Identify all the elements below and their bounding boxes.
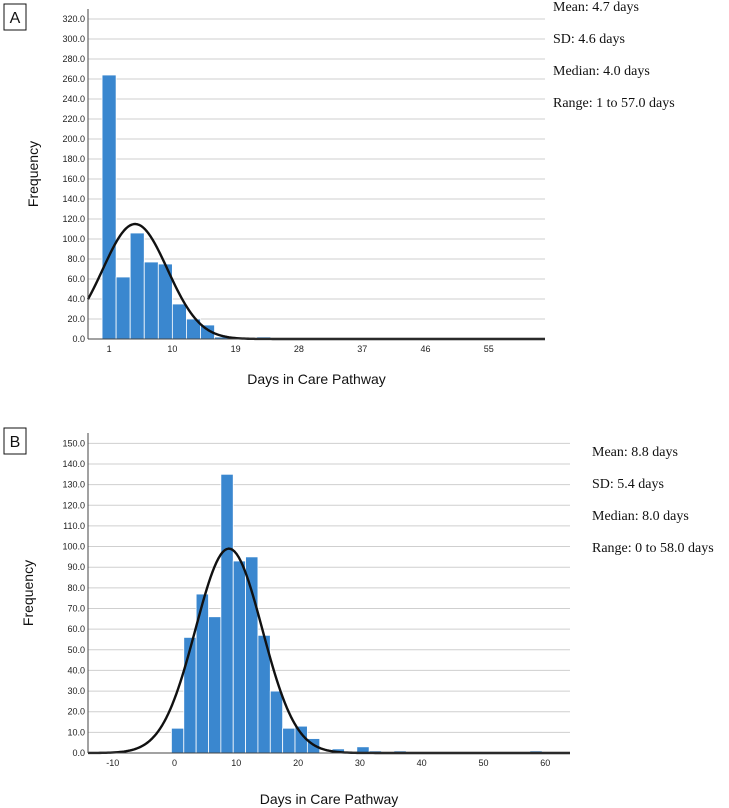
- panel-a-ytick-label: 0.0: [72, 334, 85, 344]
- panel-b-ytick-label: 10.0: [67, 727, 85, 737]
- panel-b-ytick-label: 50.0: [67, 645, 85, 655]
- panel-a-ytick-label: 280.0: [62, 54, 85, 64]
- panel-b-ytick-label: 150.0: [62, 438, 85, 448]
- panel-b-ytick-label: 140.0: [62, 459, 85, 469]
- panel-a-ytick-label: 240.0: [62, 94, 85, 104]
- panel-a-bar: [129, 232, 145, 340]
- panel-b-normal-curve: [87, 547, 570, 755]
- panel-a-ytick-label: 160.0: [62, 174, 85, 184]
- panel-b-xtick-label: -10: [106, 758, 119, 768]
- panel-b-y-axis-title: Frequency: [20, 560, 36, 626]
- panel-b-ytick-label: 70.0: [67, 603, 85, 613]
- panel-a-ytick-label: 140.0: [62, 194, 85, 204]
- panel-b-xtick-label: 20: [293, 758, 303, 768]
- panel-b-stat-sd: SD: 5.4 days: [592, 477, 664, 492]
- panel-b-ytick-label: 110.0: [63, 521, 85, 531]
- panel-b-stat-range: Range: 0 to 58.0 days: [592, 541, 714, 556]
- panel-b-ytick-label: 90.0: [67, 562, 85, 572]
- panel-a-ytick-label: 120.0: [62, 214, 85, 224]
- panel-a-stat-range: Range: 1 to 57.0 days: [553, 96, 675, 111]
- panel-b-ytick-label: 20.0: [67, 707, 85, 717]
- panel-a-ytick-label: 20.0: [67, 314, 85, 324]
- panel-b-bar: [282, 727, 296, 754]
- panel-a-x-axis-title: Days in Care Pathway: [247, 371, 386, 387]
- panel-a-bar: [143, 261, 159, 340]
- panel-b-ytick-label: 80.0: [67, 583, 85, 593]
- panel-a-ytick-label: 200.0: [62, 134, 85, 144]
- panel-a-xtick-label: 19: [231, 344, 241, 354]
- panel-b-xtick-label: 30: [355, 758, 365, 768]
- panel-a-bar: [101, 74, 117, 340]
- panel-b-ytick-label: 40.0: [67, 665, 85, 675]
- panel-a-xtick-label: 46: [420, 344, 430, 354]
- panel-b-bar: [183, 636, 197, 754]
- panel-a-label: A: [10, 10, 21, 27]
- panel-b-ytick-label: 60.0: [67, 624, 85, 634]
- panel-b-label: B: [10, 434, 21, 451]
- panel-b-xtick-label: 50: [478, 758, 488, 768]
- panel-a-xtick-label: 28: [294, 344, 304, 354]
- panel-b-bar: [232, 560, 246, 754]
- panel-a-label-box: [3, 3, 27, 31]
- panel-a-stat-sd: SD: 4.6 days: [553, 32, 625, 47]
- panel-b-ytick-label: 0.0: [72, 748, 85, 758]
- panel-b-bar: [171, 727, 185, 754]
- panel-b-ytick-label: 130.0: [62, 480, 85, 490]
- panel-a-ytick-label: 220.0: [62, 114, 85, 124]
- panel-a-ytick-label: 60.0: [67, 274, 85, 284]
- panel-b-stat-median: Median: 8.0 days: [592, 509, 689, 524]
- panel-a-ytick-label: 180.0: [62, 154, 85, 164]
- panel-b-ytick-label: 30.0: [67, 686, 85, 696]
- panel-a-ytick-label: 40.0: [67, 294, 85, 304]
- panel-b-xtick-label: 0: [172, 758, 177, 768]
- panel-b-bar: [245, 556, 259, 754]
- panel-a-stat-median: Median: 4.0 days: [553, 64, 650, 79]
- panel-a-xtick-label: 1: [107, 344, 112, 354]
- panel-b-bar: [220, 473, 234, 754]
- panel-a-stat-mean: Mean: 4.7 days: [553, 0, 639, 15]
- panel-a-ytick-label: 100.0: [62, 234, 85, 244]
- panel-a-xtick-label: 10: [167, 344, 177, 354]
- panel-b-stat-mean: Mean: 8.8 days: [592, 445, 678, 460]
- panel-b-bar: [269, 690, 284, 754]
- panel-b-ytick-label: 100.0: [62, 542, 85, 552]
- panel-a-y-axis-title: Frequency: [25, 141, 41, 207]
- panel-b-xtick-label: 10: [231, 758, 241, 768]
- panel-b-x-axis-title: Days in Care Pathway: [260, 791, 399, 807]
- panel-b-xtick-label: 40: [417, 758, 427, 768]
- panel-b-xtick-label: 60: [540, 758, 550, 768]
- panel-a-xtick-label: 55: [484, 344, 494, 354]
- panel-b-bar: [208, 616, 222, 754]
- panel-a-ytick-label: 320.0: [62, 14, 85, 24]
- panel-a-xtick-label: 37: [357, 344, 367, 354]
- panel-a-bar: [171, 303, 187, 340]
- panel-a-bar: [115, 276, 131, 340]
- panel-a-ytick-label: 260.0: [62, 74, 85, 84]
- panel-a-ytick-label: 80.0: [67, 254, 85, 264]
- panel-b-ytick-label: 120.0: [62, 500, 85, 510]
- panel-b-label-box: [3, 427, 27, 455]
- panel-a-ytick-label: 300.0: [62, 34, 85, 44]
